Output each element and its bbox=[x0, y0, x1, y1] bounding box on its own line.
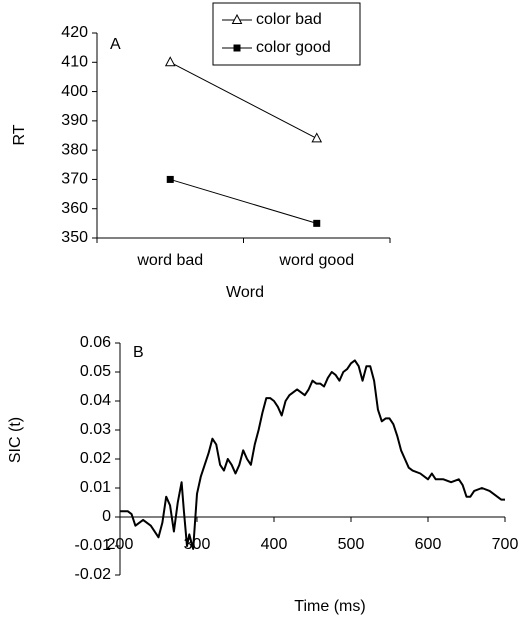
y-tick-label: 370 bbox=[61, 171, 88, 188]
y-tick-label: 0.01 bbox=[80, 479, 111, 496]
y-tick-label: 0 bbox=[102, 508, 111, 525]
x-tick-label: 500 bbox=[338, 536, 365, 553]
y-tick-label: 0.02 bbox=[80, 450, 111, 467]
panel-label: B bbox=[133, 344, 144, 361]
marker bbox=[311, 132, 323, 143]
y-tick-label: 400 bbox=[61, 83, 88, 100]
y-tick-label: 0.03 bbox=[80, 421, 111, 438]
x-axis-label: Time (ms) bbox=[294, 598, 365, 615]
x-tick-label: 400 bbox=[261, 536, 288, 553]
y-tick-label: 410 bbox=[61, 54, 88, 71]
series-line bbox=[120, 359, 505, 550]
legend-label: color bad bbox=[256, 11, 322, 28]
y-tick-label: 360 bbox=[61, 200, 88, 217]
series-line bbox=[170, 178, 317, 224]
y-tick-label: 0.05 bbox=[80, 363, 111, 380]
marker bbox=[313, 219, 321, 227]
y-tick-label: -0.02 bbox=[75, 566, 112, 583]
legend-label: color good bbox=[256, 39, 331, 56]
y-tick-label: 390 bbox=[61, 112, 88, 129]
y-axis-label: SIC (t) bbox=[7, 417, 24, 463]
x-tick-label: word bad bbox=[136, 252, 203, 269]
legend-marker bbox=[233, 44, 241, 52]
x-tick-label: 600 bbox=[415, 536, 442, 553]
legend-marker bbox=[231, 13, 243, 24]
y-tick-label: 350 bbox=[61, 229, 88, 246]
marker bbox=[164, 56, 176, 67]
y-tick-label: 380 bbox=[61, 141, 88, 158]
x-tick-label: 700 bbox=[492, 536, 519, 553]
x-tick-label: 200 bbox=[107, 536, 134, 553]
y-tick-label: 420 bbox=[61, 24, 88, 41]
y-tick-label: 0.06 bbox=[80, 334, 111, 351]
marker bbox=[166, 175, 174, 183]
y-axis-label: RT bbox=[11, 124, 28, 145]
panel-label: A bbox=[110, 36, 121, 53]
x-tick-label: word good bbox=[278, 252, 354, 269]
x-axis-label: Word bbox=[226, 284, 264, 301]
y-tick-label: -0.01 bbox=[75, 537, 112, 554]
series-line bbox=[170, 61, 317, 139]
legend-box bbox=[212, 2, 361, 66]
y-tick-label: 0.04 bbox=[80, 392, 111, 409]
